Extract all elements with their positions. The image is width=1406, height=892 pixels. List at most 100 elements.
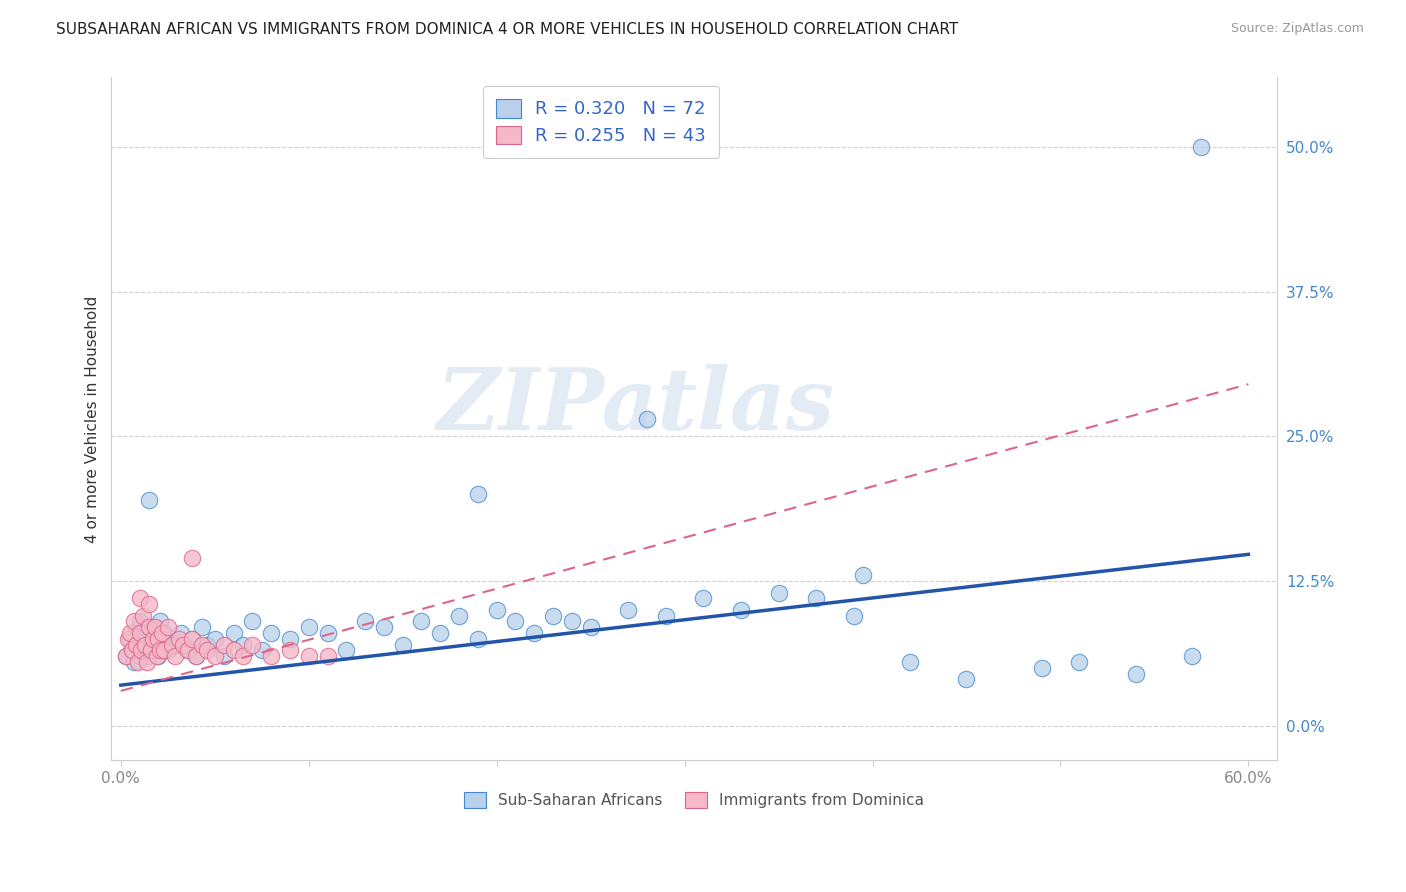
Point xyxy=(190,638,212,652)
Point xyxy=(143,620,166,634)
Point xyxy=(122,615,145,629)
Point xyxy=(505,615,527,629)
Point xyxy=(170,626,193,640)
Point xyxy=(485,603,508,617)
Point xyxy=(373,620,395,634)
Point xyxy=(176,643,198,657)
Point xyxy=(132,608,155,623)
Point xyxy=(120,626,142,640)
Point xyxy=(190,620,212,634)
Point xyxy=(184,649,207,664)
Text: Source: ZipAtlas.com: Source: ZipAtlas.com xyxy=(1230,22,1364,36)
Point xyxy=(165,649,187,664)
Point xyxy=(128,615,150,629)
Point xyxy=(298,620,321,634)
Point xyxy=(316,626,339,640)
Point xyxy=(131,643,153,657)
Point xyxy=(121,643,143,657)
Point xyxy=(1125,666,1147,681)
Point xyxy=(138,597,160,611)
Point xyxy=(138,620,160,634)
Point xyxy=(195,638,218,652)
Point xyxy=(768,585,790,599)
Point xyxy=(204,632,226,646)
Point xyxy=(167,632,190,646)
Point xyxy=(212,649,235,664)
Point xyxy=(804,591,827,606)
Point xyxy=(156,620,179,634)
Text: ZIPatlas: ZIPatlas xyxy=(437,364,835,447)
Point xyxy=(579,620,602,634)
Point xyxy=(1189,140,1212,154)
Point xyxy=(298,649,321,664)
Point xyxy=(121,643,143,657)
Point xyxy=(160,638,183,652)
Point xyxy=(148,649,170,664)
Text: SUBSAHARAN AFRICAN VS IMMIGRANTS FROM DOMINICA 4 OR MORE VEHICLES IN HOUSEHOLD C: SUBSAHARAN AFRICAN VS IMMIGRANTS FROM DO… xyxy=(56,22,959,37)
Y-axis label: 4 or more Vehicles in Household: 4 or more Vehicles in Household xyxy=(86,295,100,542)
Point xyxy=(212,638,235,652)
Point xyxy=(120,632,142,646)
Point xyxy=(222,643,245,657)
Point xyxy=(138,649,160,664)
Point xyxy=(160,632,183,646)
Point xyxy=(128,649,150,664)
Point xyxy=(149,615,172,629)
Point xyxy=(617,603,640,617)
Point xyxy=(136,638,159,652)
Point xyxy=(181,550,204,565)
Point xyxy=(278,643,301,657)
Point xyxy=(240,615,263,629)
Point xyxy=(145,632,167,646)
Point xyxy=(172,638,194,652)
Point xyxy=(655,608,678,623)
Point xyxy=(145,649,167,664)
Point xyxy=(222,626,245,640)
Point xyxy=(153,626,176,640)
Point xyxy=(115,649,138,664)
Point xyxy=(127,655,149,669)
Point xyxy=(232,638,254,652)
Point xyxy=(117,632,139,646)
Point xyxy=(1181,649,1204,664)
Point xyxy=(335,643,357,657)
Point xyxy=(730,603,752,617)
Point xyxy=(449,608,471,623)
Point xyxy=(195,643,218,657)
Point xyxy=(523,626,546,640)
Point xyxy=(177,643,200,657)
Point xyxy=(143,620,166,634)
Point xyxy=(955,673,977,687)
Point xyxy=(181,632,204,646)
Point xyxy=(125,638,148,652)
Point xyxy=(115,649,138,664)
Point xyxy=(204,649,226,664)
Point xyxy=(852,568,875,582)
Point xyxy=(139,643,162,657)
Point xyxy=(260,649,283,664)
Point xyxy=(142,632,165,646)
Point xyxy=(232,649,254,664)
Point xyxy=(132,643,155,657)
Point xyxy=(136,655,159,669)
Point xyxy=(148,632,170,646)
Point xyxy=(142,643,165,657)
Point xyxy=(166,638,188,652)
Point xyxy=(134,638,156,652)
Point xyxy=(898,655,921,669)
Point xyxy=(278,632,301,646)
Point xyxy=(181,632,204,646)
Point xyxy=(184,649,207,664)
Point xyxy=(391,638,413,652)
Point xyxy=(128,591,150,606)
Point xyxy=(316,649,339,664)
Point xyxy=(125,626,148,640)
Point xyxy=(134,620,156,634)
Point xyxy=(156,643,179,657)
Point xyxy=(467,487,489,501)
Point xyxy=(250,643,273,657)
Point xyxy=(150,626,173,640)
Point xyxy=(153,643,176,657)
Point xyxy=(150,638,173,652)
Point xyxy=(354,615,377,629)
